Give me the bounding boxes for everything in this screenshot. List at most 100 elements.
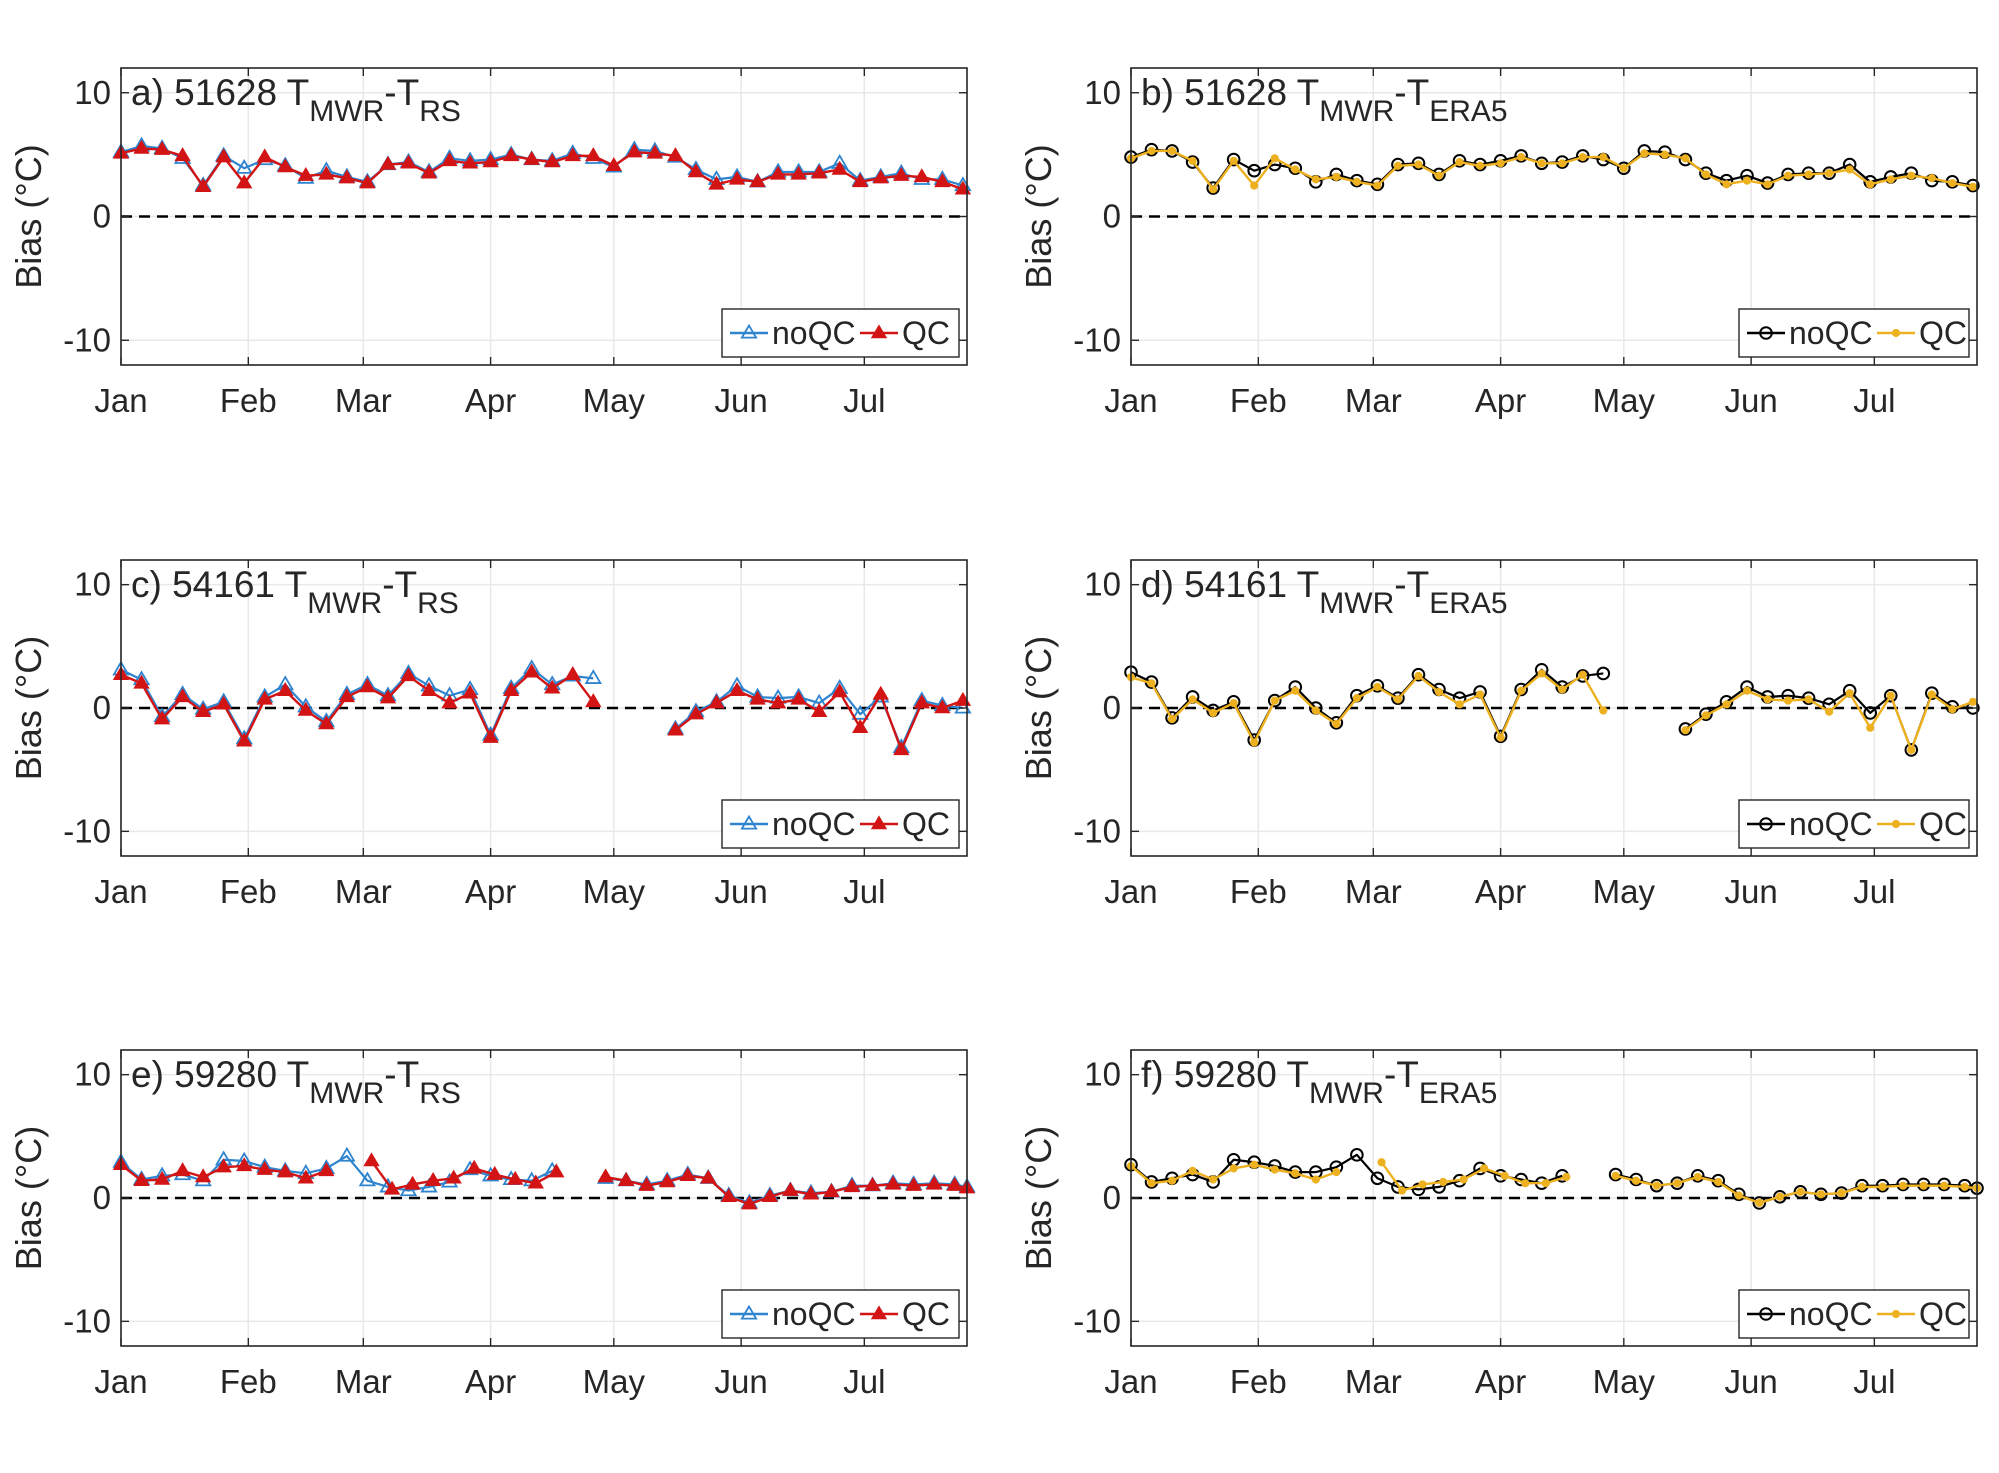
data-point: [1167, 715, 1177, 724]
data-point: [404, 1175, 421, 1190]
legend: noQC QC: [1738, 308, 1970, 358]
data-point: [1578, 153, 1587, 162]
data-point: [1578, 670, 1587, 679]
x-tick-label: Apr: [1475, 873, 1526, 910]
chart-panel-a: Jan Feb Mar Apr May Jun Jul 10 0 -10 Bias (°C) a) 5…: [8, 67, 972, 419]
x-tick-label: Feb: [220, 873, 277, 910]
data-point: [461, 154, 479, 169]
legend-item-qc: QC: [860, 806, 950, 842]
data-point: [1247, 163, 1262, 178]
data-point: [1229, 156, 1238, 165]
data-point: [1558, 159, 1567, 168]
data-point: [548, 1163, 565, 1178]
panel-title-part: ERA5: [1429, 95, 1507, 128]
x-tick-label: Jul: [1853, 873, 1895, 910]
panel-title-part: -T: [1394, 72, 1429, 113]
data-point: [383, 1180, 401, 1195]
data-point: [441, 694, 458, 709]
data-point: [1940, 1181, 1949, 1190]
data-point: [1863, 706, 1878, 720]
y-tick-label: 10: [74, 74, 111, 111]
data-point: [194, 703, 212, 717]
legend-marker: [870, 815, 888, 830]
data-point: [1907, 745, 1916, 755]
x-tick-label: Apr: [465, 873, 516, 910]
data-point: [1270, 154, 1279, 163]
legend-item-qc: QC: [1877, 1296, 1967, 1332]
legend-marker: [740, 1304, 758, 1320]
y-tick-label: -10: [1073, 812, 1121, 849]
data-point: [782, 1181, 799, 1196]
x-tick-label: Mar: [335, 382, 392, 419]
data-point: [1857, 1182, 1867, 1192]
data-point: [1165, 711, 1179, 725]
data-point: [215, 148, 232, 163]
data-point: [1558, 685, 1567, 694]
data-point: [1332, 1168, 1341, 1177]
data-point: [1411, 156, 1426, 171]
legend: noQC QC: [721, 799, 960, 849]
y-tick-label: -10: [63, 1302, 111, 1339]
data-point: [338, 1146, 356, 1162]
data-point: [1250, 1160, 1259, 1169]
panel-title-part: MWR: [309, 95, 384, 128]
x-tick-label: Apr: [465, 382, 516, 419]
series-qc: [1126, 146, 1977, 194]
data-point: [1541, 1179, 1550, 1188]
data-point: [934, 173, 951, 188]
data-point: [1377, 1158, 1386, 1167]
data-point: [1919, 1181, 1928, 1190]
legend-item-noqc: noQC: [1747, 806, 1873, 842]
x-tick-label: Jun: [1725, 873, 1778, 910]
data-point: [256, 1160, 273, 1175]
y-tick-label: -10: [63, 321, 111, 358]
data-point: [1617, 161, 1631, 176]
legend-item-noqc: noQC: [730, 806, 856, 842]
panel-title: f) 59280 TMWR-TERA5: [1141, 1054, 1497, 1110]
legend-label: noQC: [772, 806, 856, 842]
data-point: [215, 695, 232, 710]
series-line: [1130, 1153, 1563, 1191]
data-point: [585, 147, 602, 162]
data-point: [913, 694, 930, 709]
legend: noQC QC: [1738, 799, 1970, 849]
data-point: [297, 166, 314, 181]
data-point: [1414, 671, 1423, 681]
legend-label: QC: [1919, 806, 1967, 842]
data-point: [708, 694, 725, 709]
data-point: [277, 682, 294, 696]
y-tick-label: 10: [1084, 566, 1121, 603]
data-point: [852, 719, 869, 733]
series-line: [1130, 672, 1605, 744]
data-point: [1329, 716, 1344, 730]
data-point: [1968, 182, 1977, 191]
data-point: [400, 667, 417, 682]
data-point: [1907, 171, 1916, 180]
legend-item-qc: QC: [1877, 315, 1967, 351]
data-point: [338, 169, 356, 184]
data-point: [1896, 1177, 1910, 1192]
legend-label: QC: [1919, 1296, 1967, 1332]
data-point: [1937, 1177, 1951, 1192]
data-point: [1742, 176, 1752, 185]
legend-marker: [740, 323, 758, 339]
y-tick-label: 10: [1084, 74, 1121, 111]
data-point: [502, 147, 520, 162]
y-tick-label: -10: [1073, 1302, 1121, 1339]
data-point: [720, 1188, 737, 1203]
y-axis-label: Bias (°C): [8, 1126, 49, 1270]
panel-title-part: d) 54161 T: [1141, 564, 1319, 605]
data-point: [358, 1171, 377, 1187]
data-point: [1209, 185, 1218, 194]
panel-title-part: RS: [419, 95, 461, 128]
data-point: [884, 1175, 902, 1190]
data-point: [1291, 686, 1300, 695]
data-point: [864, 1176, 881, 1191]
data-point: [441, 152, 458, 167]
y-tick-label: -10: [63, 812, 111, 849]
data-point: [802, 1185, 820, 1200]
x-tick-label: Mar: [1345, 873, 1402, 910]
x-tick-label: Mar: [335, 1363, 392, 1400]
data-point: [1596, 666, 1611, 681]
data-point: [1537, 159, 1546, 168]
